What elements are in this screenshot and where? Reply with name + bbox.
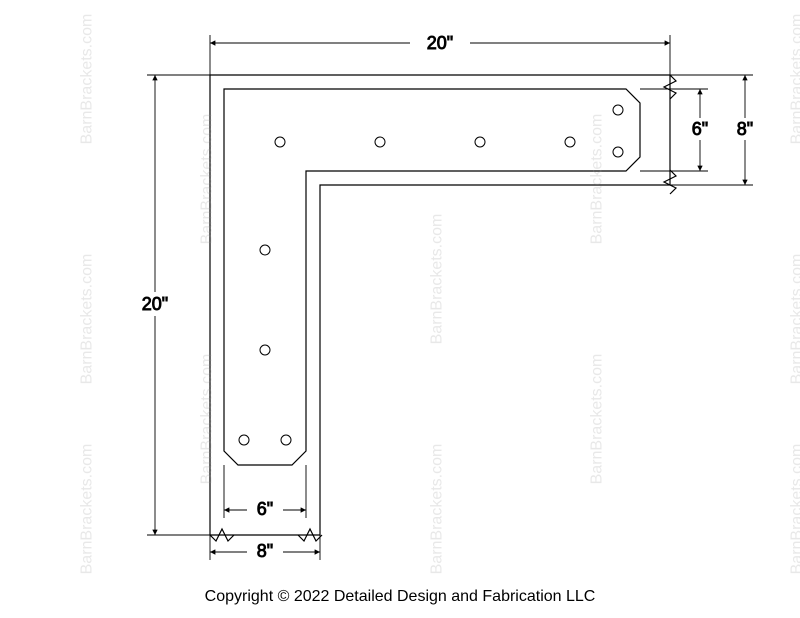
- dim-top: 20": [427, 33, 453, 53]
- bracket-drawing: 20" 20" 6" 8" 6" 8": [0, 0, 800, 600]
- plate-holes: [239, 105, 623, 445]
- dim-beam-v: 8": [257, 541, 273, 561]
- copyright-text: Copyright © 2022 Detailed Design and Fab…: [0, 588, 800, 606]
- dim-plate-v: 6": [257, 499, 273, 519]
- inner-plate: [224, 89, 640, 465]
- dim-beam-h: 8": [737, 119, 753, 139]
- dim-plate-h: 6": [692, 119, 708, 139]
- outer-beam: [210, 75, 676, 541]
- dimensions: 20" 20" 6" 8" 6" 8": [128, 30, 763, 562]
- dim-left: 20": [142, 294, 168, 314]
